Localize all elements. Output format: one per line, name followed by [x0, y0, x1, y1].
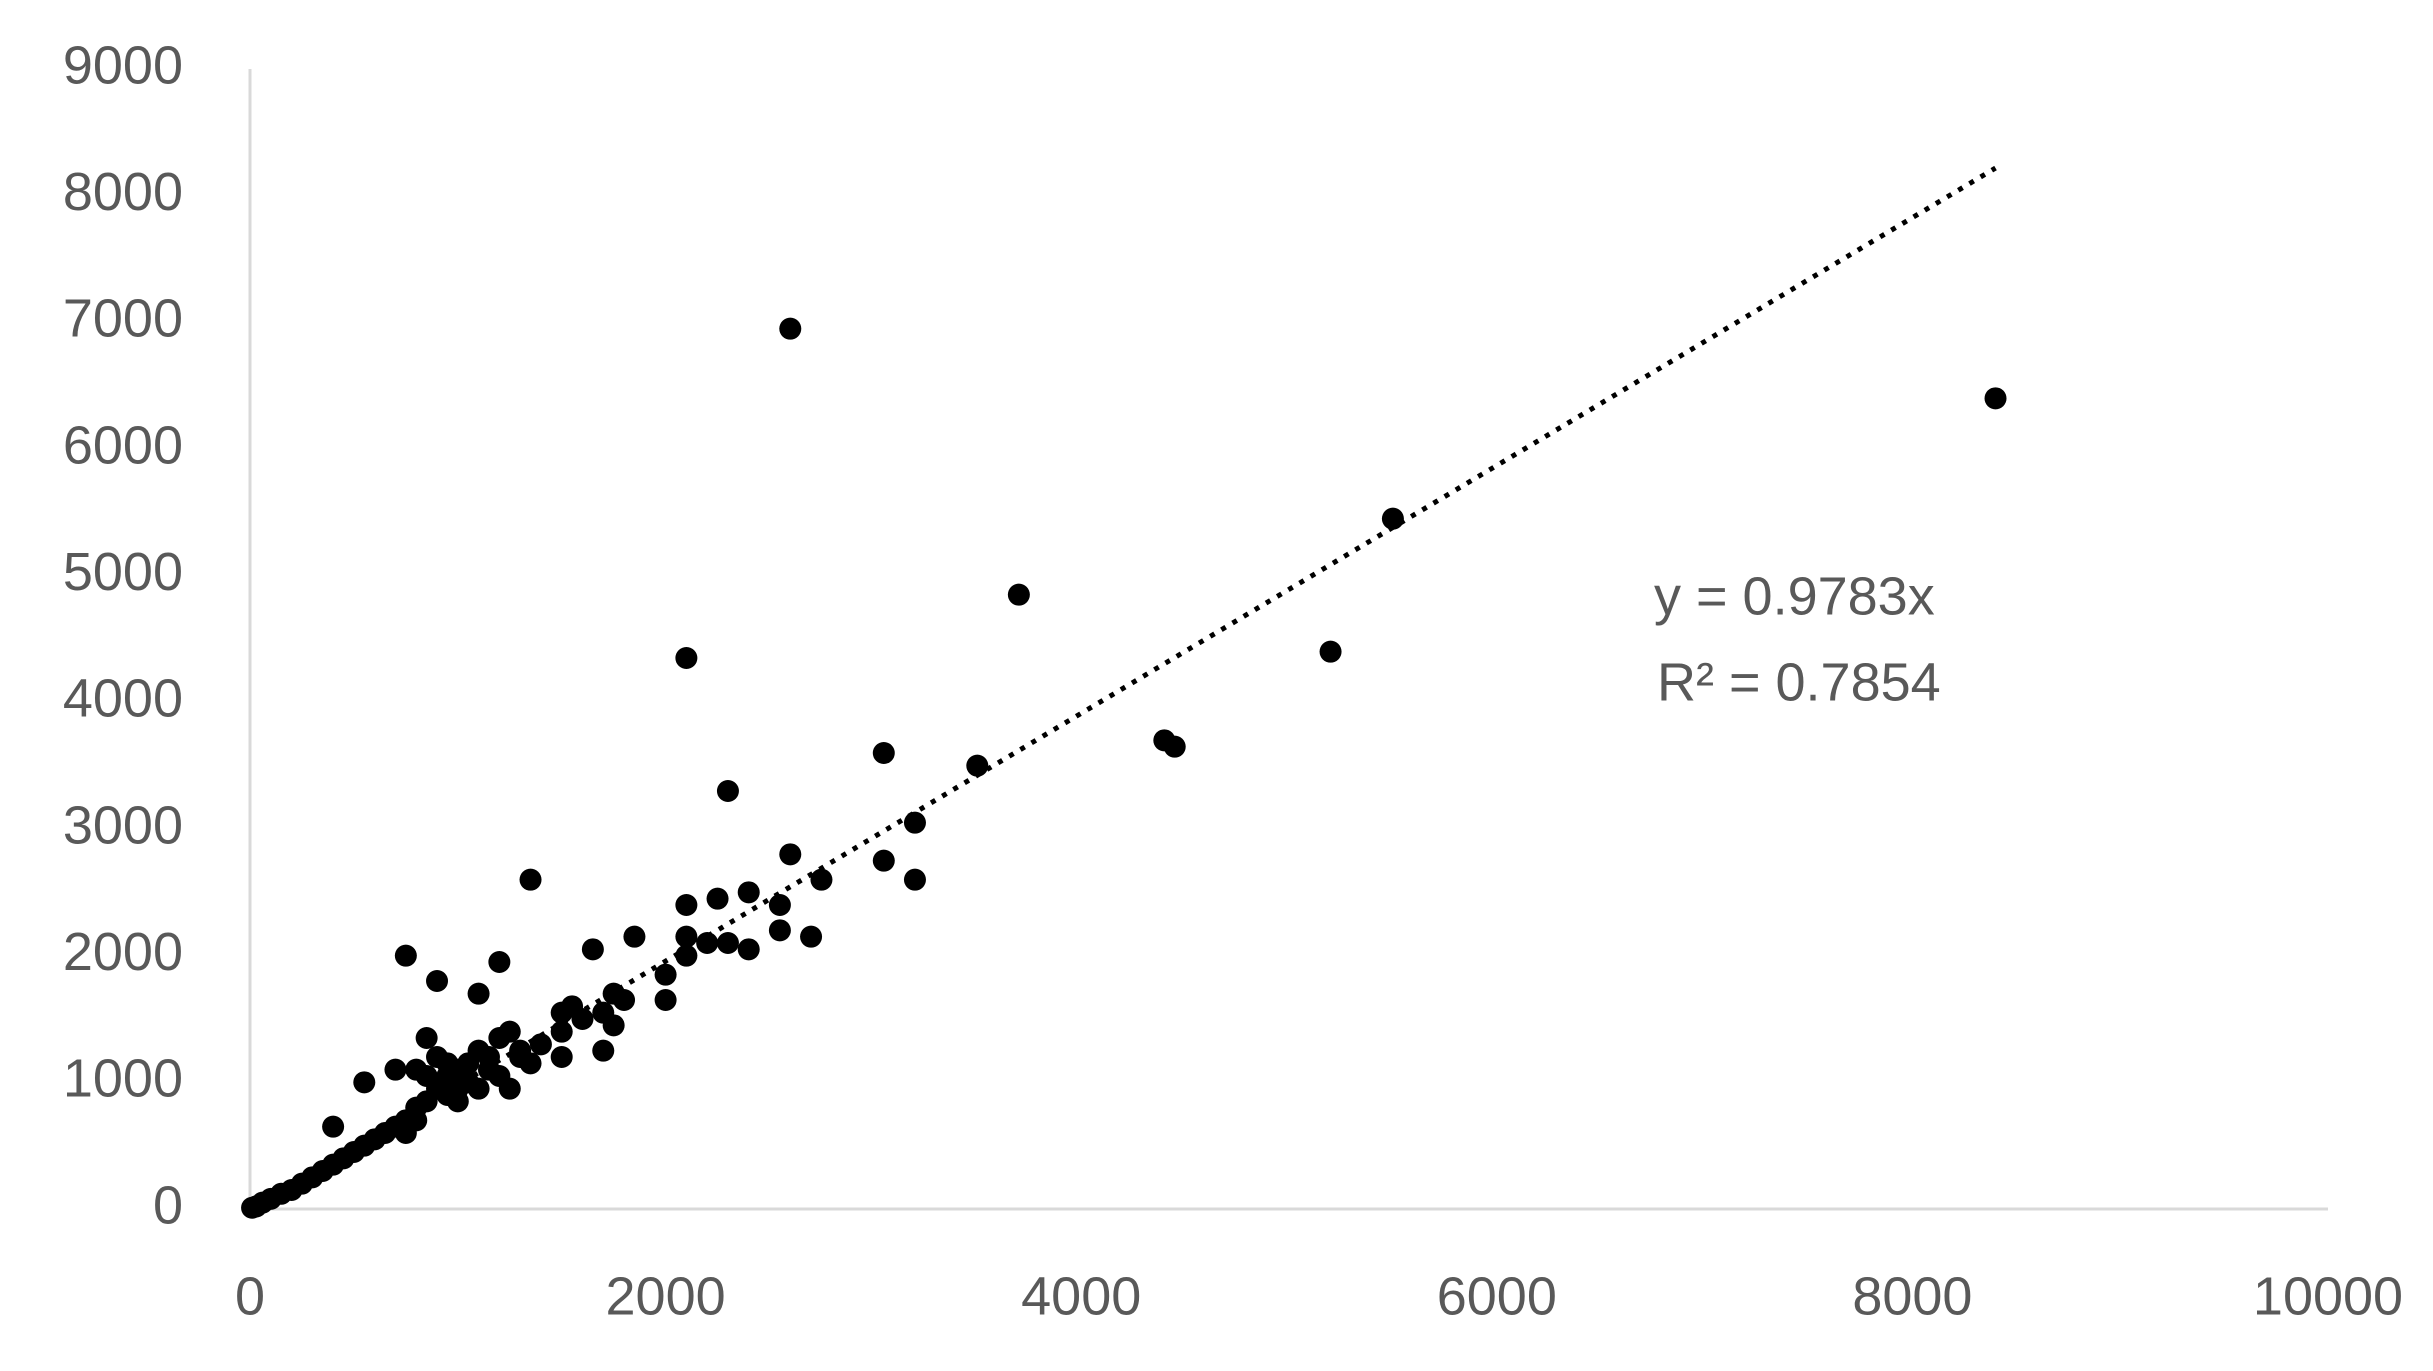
point: [467, 1077, 490, 1100]
y-tick-label: 0: [153, 1175, 183, 1235]
x-tick-label: 4000: [1021, 1266, 1141, 1326]
x-tick-label: 0: [235, 1266, 265, 1326]
point: [488, 1065, 511, 1087]
point: [581, 938, 604, 961]
y-tick-label: 7000: [63, 289, 183, 349]
point: [654, 963, 677, 986]
point: [322, 1115, 345, 1138]
y-tick-label: 6000: [63, 415, 183, 475]
point: [696, 932, 719, 954]
point: [1984, 387, 2007, 410]
point: [768, 919, 791, 942]
point: [571, 1008, 594, 1030]
trendline-equation: y = 0.9783x: [1654, 566, 1935, 626]
x-tick-label: 8000: [1852, 1266, 1972, 1326]
point: [509, 1046, 532, 1068]
y-tick-label: 5000: [63, 542, 183, 602]
point: [872, 742, 895, 764]
x-tick-label: 6000: [1437, 1266, 1557, 1326]
point: [1007, 583, 1030, 606]
point: [384, 1058, 407, 1081]
point: [810, 868, 833, 891]
y-tick-label: 1000: [63, 1049, 183, 1109]
point: [737, 938, 760, 961]
y-tick-label: 2000: [63, 922, 183, 982]
point: [415, 1027, 438, 1049]
point: [675, 647, 698, 669]
point: [716, 780, 739, 802]
point: [467, 982, 490, 1005]
point: [1163, 735, 1186, 758]
point: [592, 1039, 615, 1062]
point: [768, 894, 791, 916]
point: [654, 989, 677, 1011]
trendline: [248, 165, 1997, 1212]
point: [529, 1033, 552, 1056]
point: [1319, 640, 1342, 663]
point: [903, 811, 926, 834]
y-tick-label: 3000: [63, 795, 183, 855]
point: [737, 881, 760, 904]
x-tick-label: 10000: [2253, 1266, 2403, 1326]
point: [613, 989, 636, 1011]
point: [675, 944, 698, 967]
y-tick-label: 4000: [63, 669, 183, 729]
point: [488, 1027, 511, 1049]
point: [602, 1014, 625, 1037]
point: [477, 1046, 500, 1068]
point: [353, 1071, 376, 1094]
point: [903, 868, 926, 891]
point: [779, 317, 802, 340]
point: [436, 1052, 459, 1075]
point: [675, 925, 698, 948]
point: [800, 925, 823, 948]
trendline-r-squared: R² = 0.7854: [1657, 652, 1941, 712]
point: [872, 849, 895, 872]
point: [550, 1020, 573, 1043]
point: [706, 887, 729, 910]
point: [716, 932, 739, 954]
point: [488, 951, 511, 973]
point: [415, 1065, 438, 1087]
point: [394, 944, 417, 967]
y-tick-label: 8000: [63, 162, 183, 222]
point: [623, 925, 646, 948]
point: [966, 754, 989, 777]
point: [519, 868, 542, 891]
point: [457, 1052, 480, 1075]
point: [675, 894, 698, 916]
y-tick-label: 9000: [63, 35, 183, 95]
x-tick-label: 2000: [606, 1266, 726, 1326]
point: [779, 843, 802, 866]
point: [426, 970, 449, 992]
point: [550, 1046, 573, 1068]
point: [1381, 507, 1404, 530]
